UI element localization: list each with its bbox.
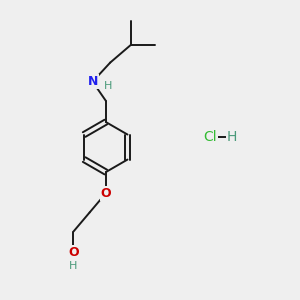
Text: N: N (87, 75, 98, 88)
Text: H: H (69, 261, 78, 271)
Text: H: H (227, 130, 237, 144)
Text: H: H (104, 81, 112, 91)
Text: O: O (68, 246, 79, 259)
Text: Cl: Cl (203, 130, 217, 144)
Text: O: O (100, 187, 111, 200)
